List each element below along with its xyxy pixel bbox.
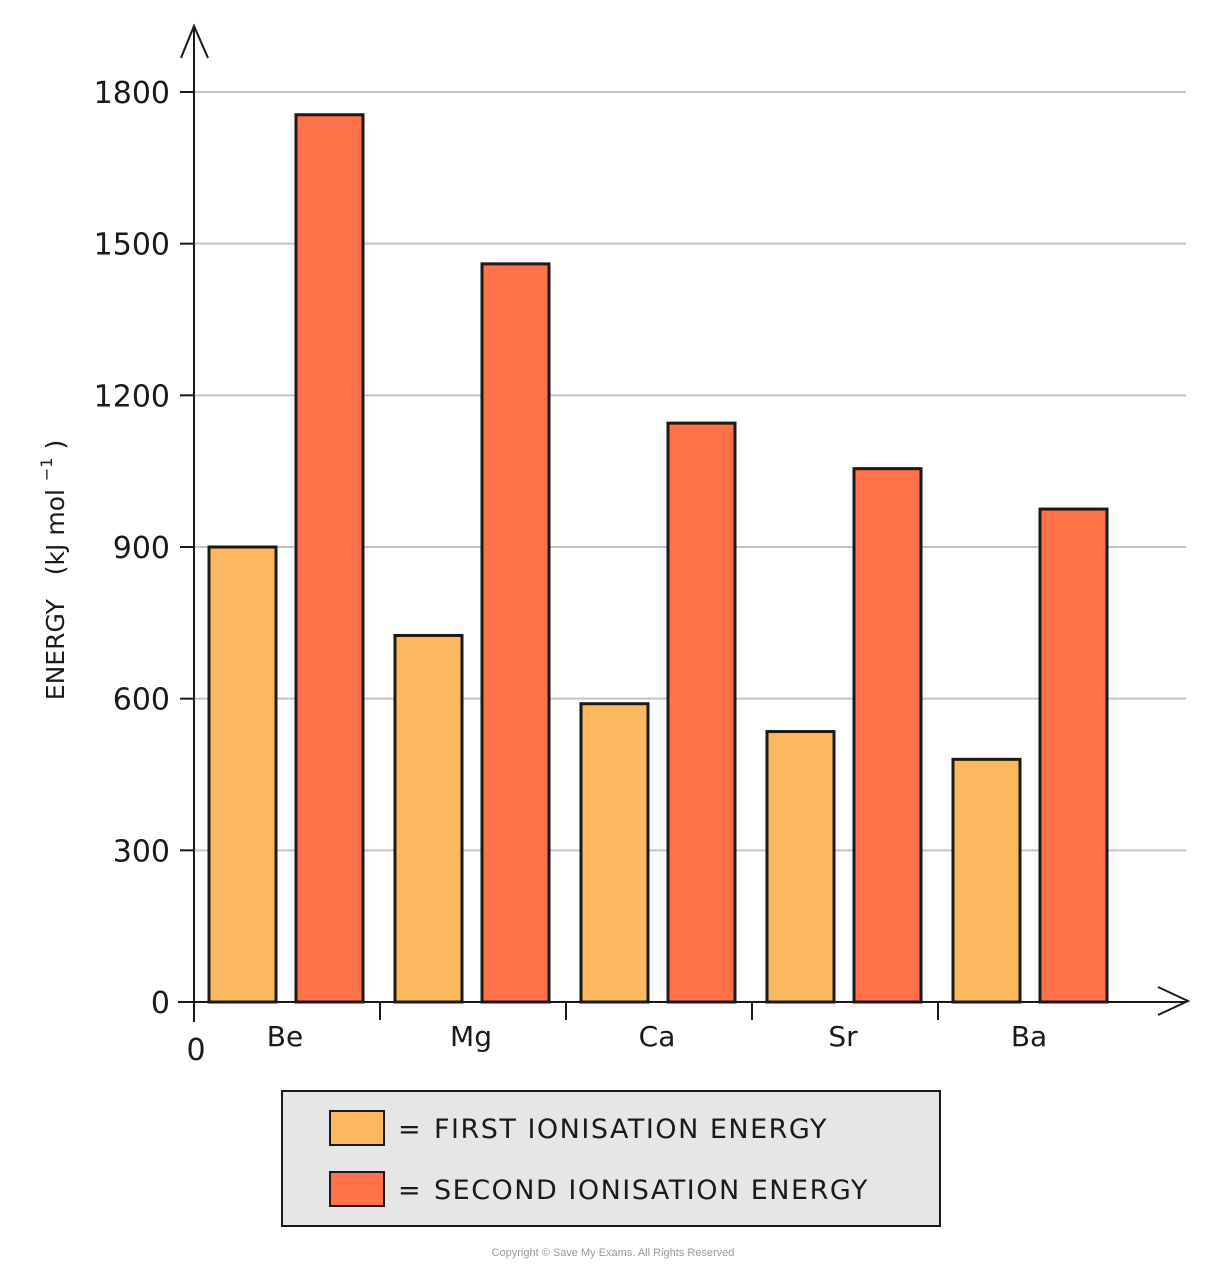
origin-label: 0 [186,1033,205,1068]
legend: = FIRST IONISATION ENERGY = SECOND IONIS… [281,1090,941,1227]
bar-be-first [207,545,278,1004]
copyright-notice: Copyright © Save My Exams. All Rights Re… [492,1247,735,1259]
y-axis-title-unit-superscript: −1 [37,458,56,482]
x-tick-label-be: Be [267,1020,303,1053]
legend-label-second: SECOND IONISATION ENERGY [434,1175,869,1206]
y-tick-label-1500: 1500 [94,228,170,263]
bar-ba-second [1038,507,1109,1004]
legend-swatch-first [329,1110,385,1146]
legend-equals-second: = [398,1175,422,1206]
bar-sr-first [765,730,836,1004]
bar-ba-first [951,757,1022,1004]
legend-swatch-second [329,1171,385,1207]
y-axis-title-main: ENERGY [41,598,70,700]
y-tick-label-300: 300 [113,834,170,869]
y-axis-ticks: 0 300 600 900 1200 1500 1800 [94,76,194,1021]
bar-mg-first [393,633,464,1004]
x-axis-arrowhead [1157,986,1191,1016]
y-axis-arrowhead [180,23,209,59]
legend-item-first: = FIRST IONISATION ENERGY [329,1110,828,1146]
y-tick-label-1800: 1800 [94,76,170,111]
x-tick-label-mg: Mg [450,1020,492,1053]
bar-ca-second [666,421,737,1004]
y-tick-label-0: 0 [151,986,170,1021]
y-axis-title-unit-close: ) [41,440,70,450]
bar-be-second [294,113,365,1004]
legend-box [281,1090,941,1227]
x-tick-label-ba: Ba [1011,1020,1047,1053]
bar-mg-second [480,262,551,1004]
x-axis-ticks: Be Mg Ca Sr Ba [267,1002,1047,1053]
y-axis-title: ENERGY (kJ mol −1 ) [29,440,70,700]
legend-item-second: = SECOND IONISATION ENERGY [329,1171,869,1207]
bar-ca-first [579,702,650,1004]
x-tick-label-sr: Sr [828,1020,858,1053]
legend-label-first: FIRST IONISATION ENERGY [434,1114,828,1145]
y-tick-label-600: 600 [113,683,170,718]
y-tick-label-900: 900 [113,531,170,566]
legend-equals-first: = [398,1114,422,1145]
x-tick-label-ca: Ca [639,1020,676,1053]
axes [178,23,1191,1022]
y-axis-title-unit: (kJ mol [41,489,70,575]
bar-sr-second [852,467,923,1004]
y-tick-label-1200: 1200 [94,379,170,414]
bars [207,113,1109,1004]
